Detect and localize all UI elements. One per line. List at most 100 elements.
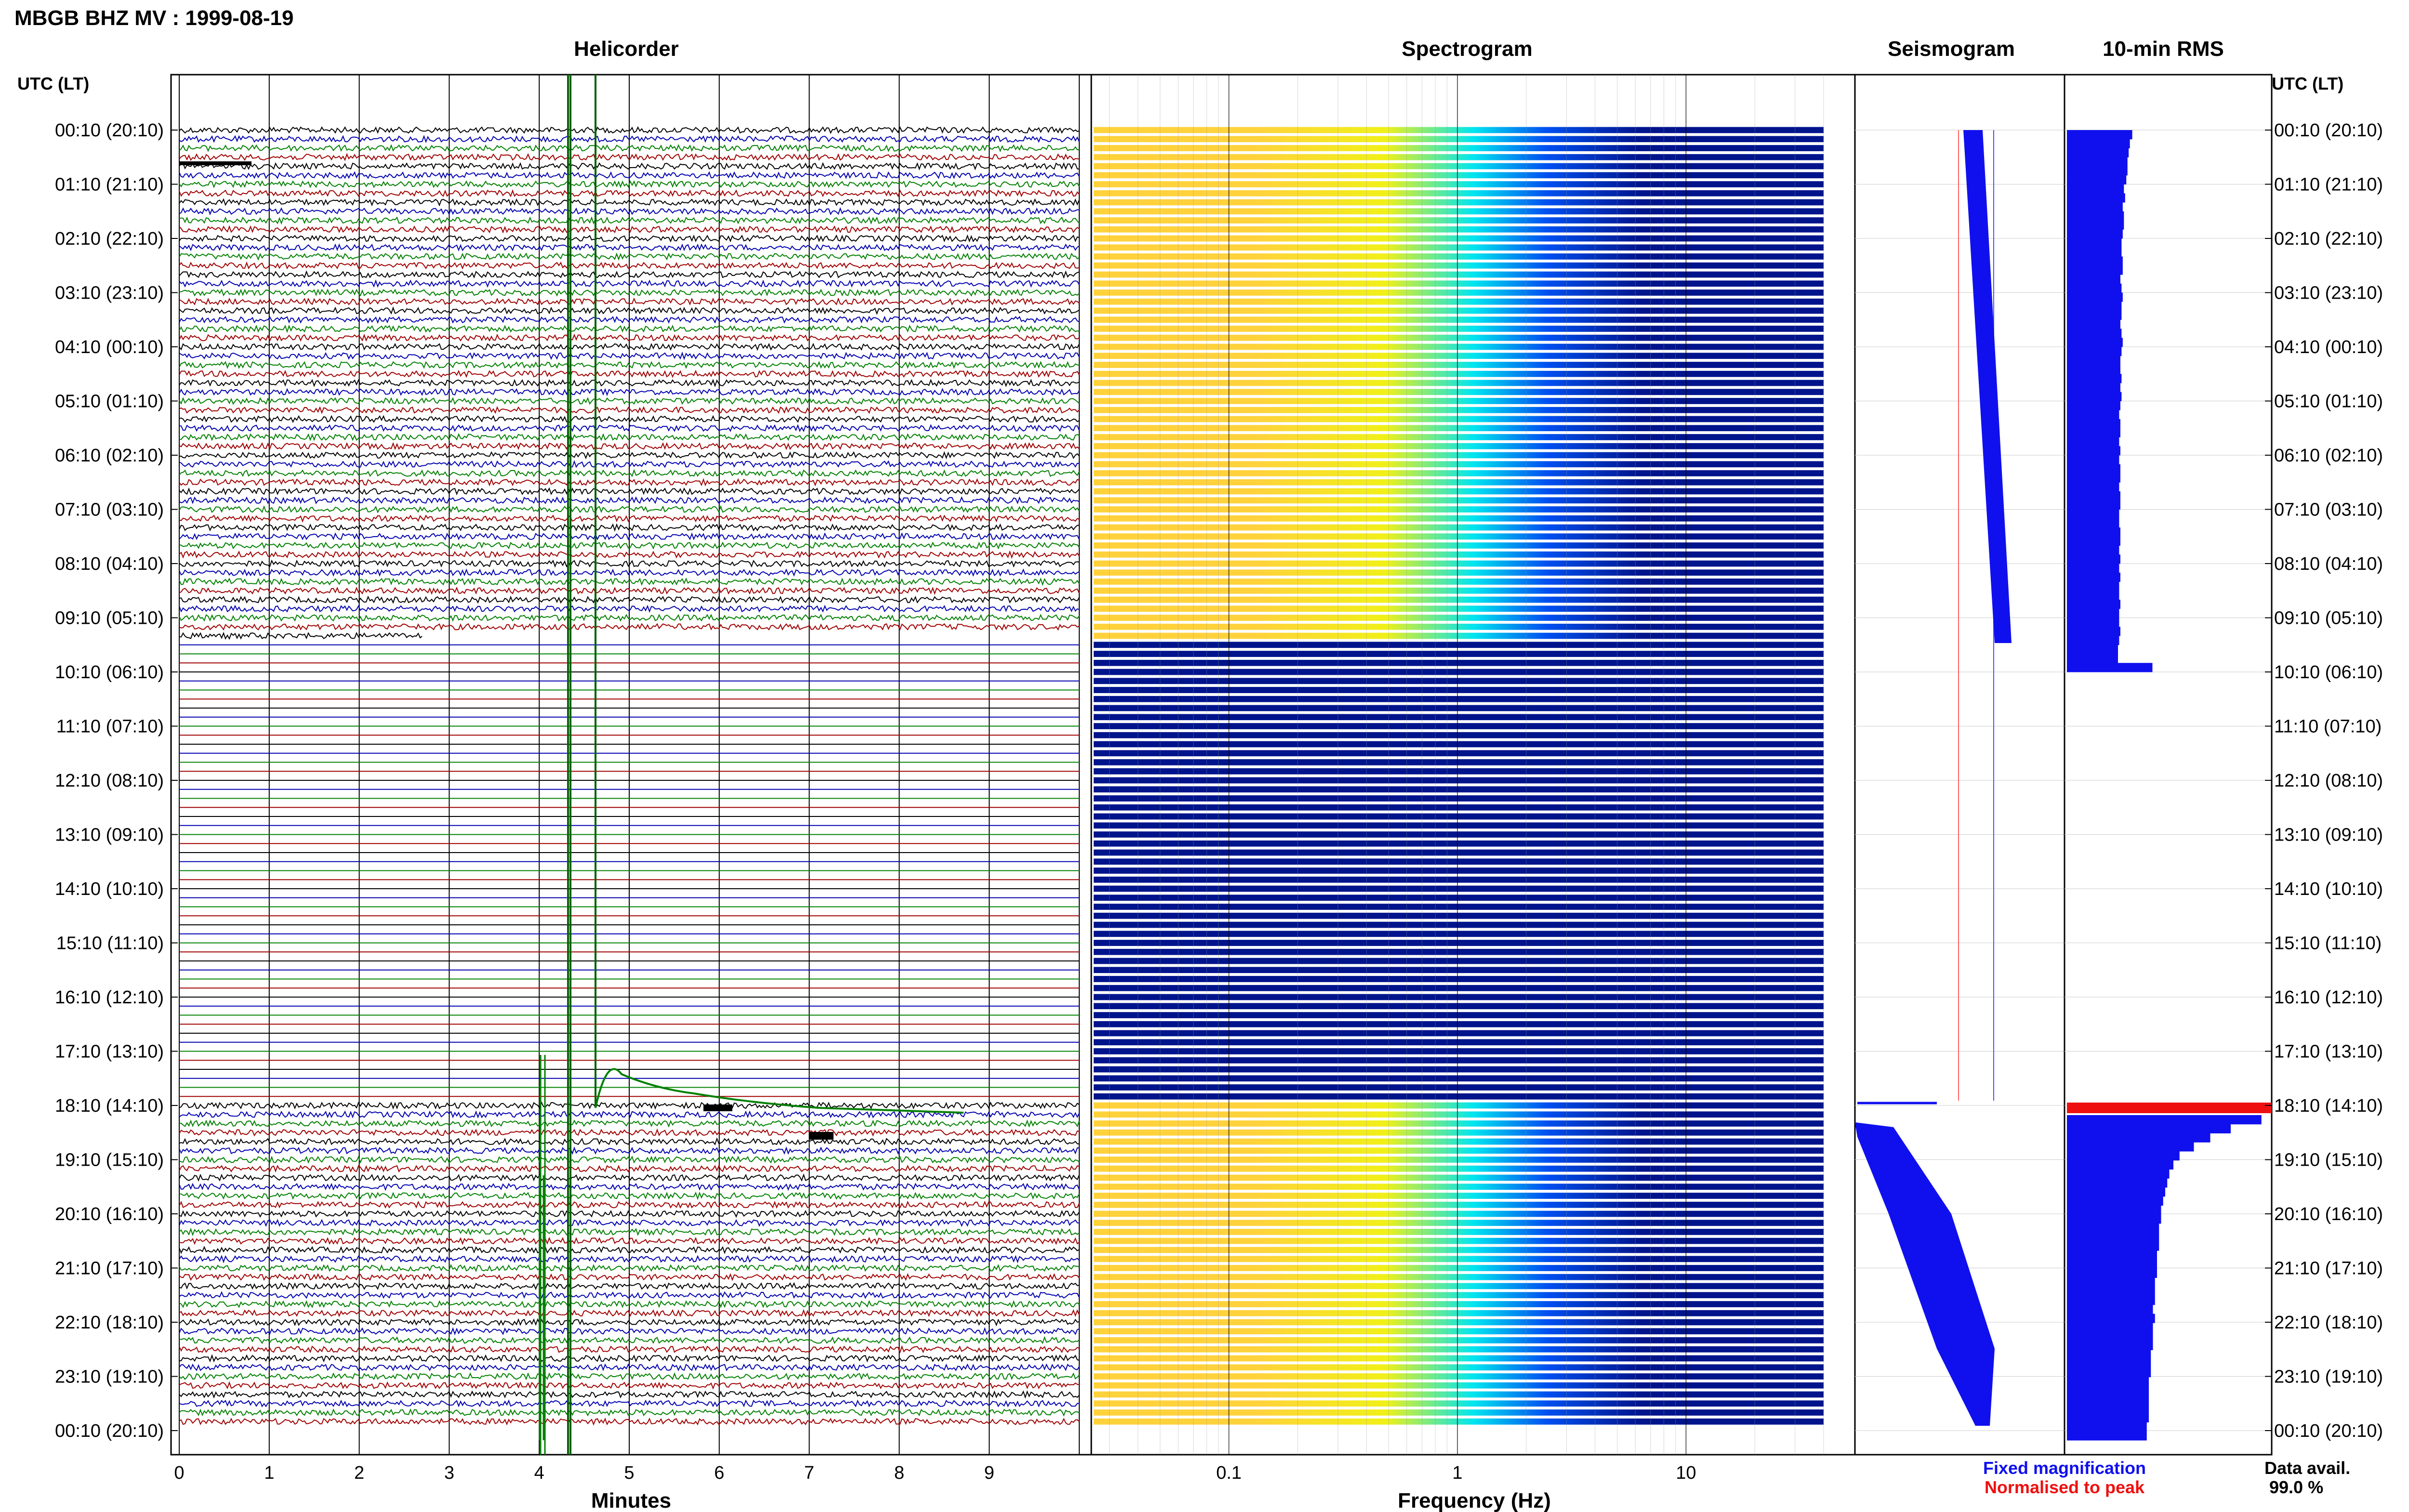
spectrogram-row xyxy=(1094,912,1824,919)
helicorder-trace xyxy=(179,153,1080,161)
time-tick-label: 06:10 (02:10) xyxy=(55,446,164,466)
spectrogram-row xyxy=(1094,579,1824,585)
spectrogram-row xyxy=(1094,958,1824,964)
spectrogram-row xyxy=(1094,642,1824,648)
rms-bar xyxy=(2067,554,2120,564)
spectrogram-row xyxy=(1094,768,1824,775)
spectrogram-row xyxy=(1094,687,1824,693)
spectrogram-row xyxy=(1094,1355,1824,1362)
helicorder-trace xyxy=(179,1246,1080,1254)
spectrogram-row xyxy=(1094,362,1824,368)
helicorder-trace xyxy=(179,1236,1080,1245)
time-tick-label: 06:10 (02:10) xyxy=(2274,446,2383,466)
rms-bar xyxy=(2067,392,2122,401)
spectrogram-row xyxy=(1094,1237,1824,1244)
spectrogram-row xyxy=(1094,967,1824,973)
rms-bar xyxy=(2067,229,2123,239)
time-tick-label: 04:10 (00:10) xyxy=(2274,337,2383,357)
rms-bar xyxy=(2067,1124,2231,1133)
spectrogram-row xyxy=(1094,696,1824,702)
helicorder-trace xyxy=(179,1408,1080,1417)
rms-bar xyxy=(2067,1323,2153,1332)
seismogram-trace xyxy=(1963,130,2012,643)
event-burst xyxy=(703,1104,732,1111)
spectrogram-row xyxy=(1094,813,1824,820)
helicorder-trace xyxy=(179,1263,1080,1273)
helicorder-trace xyxy=(179,1345,1080,1354)
event-burst xyxy=(809,1132,834,1140)
time-tick-label: 13:10 (09:10) xyxy=(55,825,164,845)
helicorder-trace xyxy=(179,1291,1080,1299)
spectrogram-row xyxy=(1094,1310,1824,1316)
time-tick-label: 18:10 (14:10) xyxy=(55,1096,164,1116)
helicorder-trace xyxy=(179,1119,1080,1128)
spectrogram-row xyxy=(1094,316,1824,323)
time-tick-label: 19:10 (15:10) xyxy=(2274,1150,2383,1170)
frequency-axis: 0.1 1 10 xyxy=(1216,1463,1696,1483)
spectrogram-row xyxy=(1094,904,1824,910)
rms-bar xyxy=(2067,482,2119,492)
helicorder-trace xyxy=(179,631,423,640)
helicorder-trace xyxy=(179,1183,1080,1191)
spectrogram-row xyxy=(1094,181,1824,187)
rms-bar xyxy=(2067,1304,2153,1314)
spectrogram-row xyxy=(1094,1256,1824,1262)
helicorder-trace xyxy=(179,1327,1080,1336)
helicorder-trace xyxy=(179,1200,1080,1209)
time-tick-label: 12:10 (08:10) xyxy=(2274,771,2383,791)
time-tick-label: 02:10 (22:10) xyxy=(2274,229,2383,249)
rms-bar xyxy=(2067,355,2120,365)
page-title: MBGB BHZ MV : 1999-08-19 xyxy=(14,6,293,30)
spectrogram-row xyxy=(1094,1174,1824,1181)
minute-tick-label: 1 xyxy=(264,1463,274,1483)
rms-bar xyxy=(2067,663,2153,672)
helicorder-trace xyxy=(179,578,1080,586)
spectrogram-row xyxy=(1094,1418,1824,1425)
rms-bar xyxy=(2067,157,2128,167)
spectrogram-row xyxy=(1094,605,1824,612)
spectrogram-row xyxy=(1094,515,1824,522)
minute-tick-label: 8 xyxy=(894,1463,904,1483)
rms-bar xyxy=(2067,428,2120,437)
event-coda xyxy=(595,1068,964,1114)
frequency-tick-label: 0.1 xyxy=(1216,1463,1242,1483)
spectrogram-row xyxy=(1094,271,1824,278)
rms-bar xyxy=(2067,1341,2153,1350)
rms-title: 10-min RMS xyxy=(2103,37,2224,61)
time-tick-label: 13:10 (09:10) xyxy=(2274,825,2383,845)
spectrogram-row xyxy=(1094,948,1824,955)
rms-bar xyxy=(2067,202,2123,212)
rms-bar xyxy=(2067,311,2122,320)
spectrogram-row xyxy=(1094,1048,1824,1054)
rms-bar xyxy=(2067,1223,2159,1233)
spectrogram-row xyxy=(1094,1229,1824,1235)
spectrogram-row xyxy=(1094,940,1824,946)
time-tick-label: 10:10 (06:10) xyxy=(2274,662,2383,683)
rms-bar xyxy=(2067,419,2120,429)
spectrogram-row xyxy=(1094,615,1824,621)
spectrogram-row xyxy=(1094,804,1824,811)
spectrogram-row xyxy=(1094,1165,1824,1172)
spectrogram-row xyxy=(1094,1057,1824,1064)
utc-label-right: UTC (LT) xyxy=(2272,74,2343,93)
rms-bar xyxy=(2067,1250,2157,1260)
rms-bar xyxy=(2067,238,2122,248)
spectrogram-row xyxy=(1094,1003,1824,1010)
spectrogram-row xyxy=(1094,343,1824,350)
spectrogram-row xyxy=(1094,750,1824,757)
time-tick-label: 11:10 (07:10) xyxy=(56,717,164,737)
rms-bar xyxy=(2067,1214,2161,1224)
rms-bar xyxy=(2067,1287,2155,1296)
rms-bar xyxy=(2067,302,2122,311)
rms-bar xyxy=(2067,256,2123,266)
helicorder-trace xyxy=(179,415,1080,423)
helicorder-trace xyxy=(179,180,1080,189)
spectrogram-row xyxy=(1094,1075,1824,1082)
spectrogram-row xyxy=(1094,651,1824,657)
time-tick-label: 23:10 (19:10) xyxy=(2274,1367,2383,1387)
time-tick-label: 11:10 (07:10) xyxy=(2274,717,2382,737)
spectrogram-row xyxy=(1094,1039,1824,1046)
helicorder-trace xyxy=(179,1156,1080,1164)
rms-bar xyxy=(2067,365,2120,374)
helicorder-trace xyxy=(179,1354,1080,1363)
